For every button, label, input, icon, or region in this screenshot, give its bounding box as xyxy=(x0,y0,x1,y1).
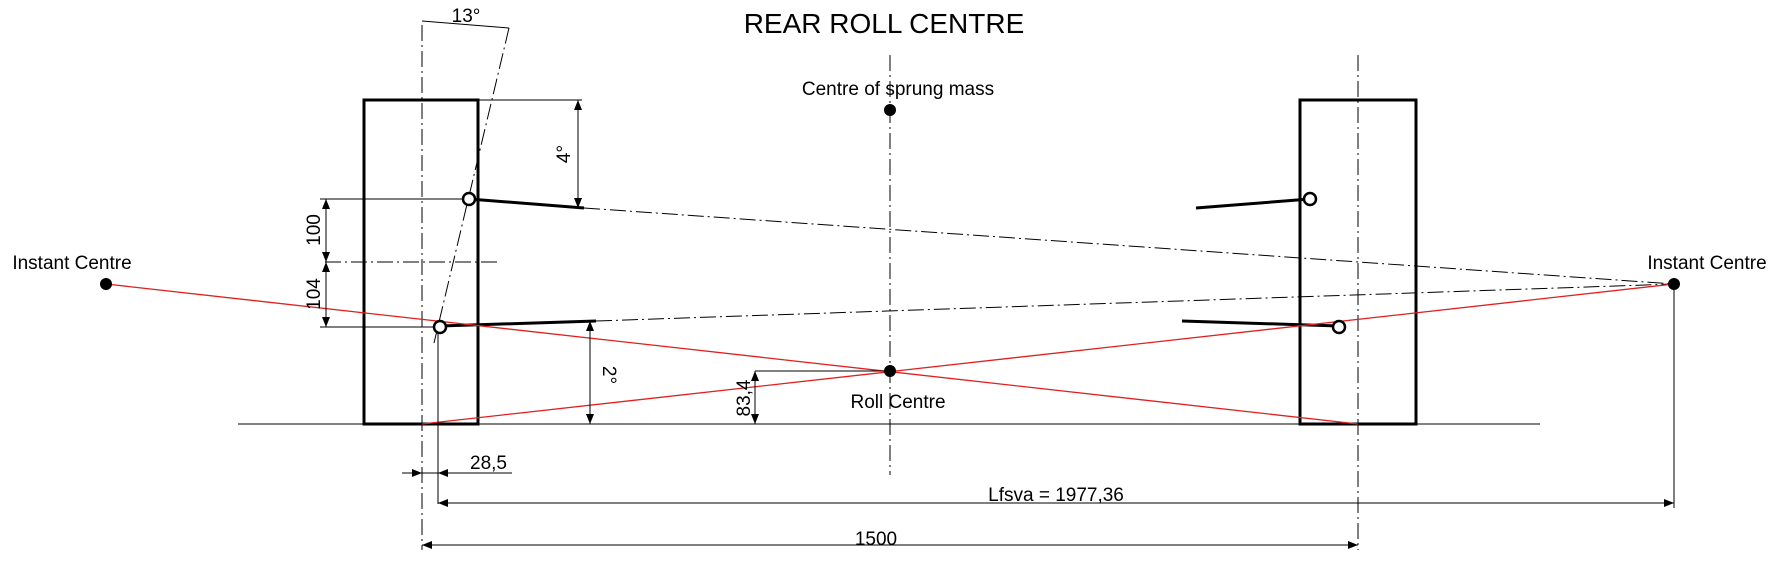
arrowhead xyxy=(438,469,448,477)
arrowhead xyxy=(586,321,594,331)
left-lower-pivot xyxy=(432,319,448,335)
arrowhead xyxy=(412,469,422,477)
right-lower-pivot xyxy=(1331,319,1347,335)
right-instant-centre-label: Instant Centre xyxy=(1647,253,1766,274)
arrowhead xyxy=(422,541,432,549)
upper-height-label: 100 xyxy=(304,214,325,246)
arrowhead xyxy=(322,262,330,272)
left-upper-pivot xyxy=(461,191,477,207)
left-instant-centre-point xyxy=(100,278,112,290)
kingpin-angle-label: 13° xyxy=(452,6,481,27)
arrowhead xyxy=(1348,541,1358,549)
right-lower-arm xyxy=(1181,319,1340,328)
arrowhead xyxy=(1664,499,1674,507)
arrowhead xyxy=(574,100,582,110)
kingpin-angle-arc xyxy=(421,20,510,29)
arrowhead xyxy=(322,317,330,327)
left-instant-centre-label: Instant Centre xyxy=(12,253,131,274)
lower-arm-projection xyxy=(595,283,1675,322)
roll-centre-label: Roll Centre xyxy=(850,392,945,413)
right-instant-centre-point xyxy=(1668,278,1680,290)
lower-arm-angle-label: 2° xyxy=(598,366,619,384)
arrowhead xyxy=(751,371,759,381)
lfsva-label: Lfsva = 1977,36 xyxy=(988,485,1124,506)
left-ic-line xyxy=(105,283,1359,425)
upper-arm-angle-label: 4° xyxy=(554,145,575,163)
arrowhead xyxy=(322,252,330,262)
upper-arm-projection xyxy=(583,207,1675,285)
arrowhead xyxy=(586,414,594,424)
sprung-mass-centre-point xyxy=(884,104,896,116)
right-upper-pivot xyxy=(1302,191,1318,207)
right-ic-line xyxy=(421,283,1675,425)
roll-centre-height-label: 83,4 xyxy=(734,379,755,416)
arrowhead xyxy=(322,199,330,209)
left-upper-arm xyxy=(468,197,585,210)
lower-height-label: 104 xyxy=(304,278,325,310)
kingpin-axis xyxy=(433,27,510,344)
sprung-mass-label: Centre of sprung mass xyxy=(802,79,994,100)
roll-centre-point xyxy=(884,365,896,377)
scrub-offset-label: 28,5 xyxy=(470,453,507,474)
arrowhead xyxy=(438,499,448,507)
left-lower-arm xyxy=(439,319,597,328)
right-upper-arm xyxy=(1195,197,1311,210)
diagram-title: REAR ROLL CENTRE xyxy=(744,8,1025,39)
arrowhead xyxy=(751,414,759,424)
arrowhead xyxy=(574,198,582,208)
track-width-label: 1500 xyxy=(855,529,897,550)
